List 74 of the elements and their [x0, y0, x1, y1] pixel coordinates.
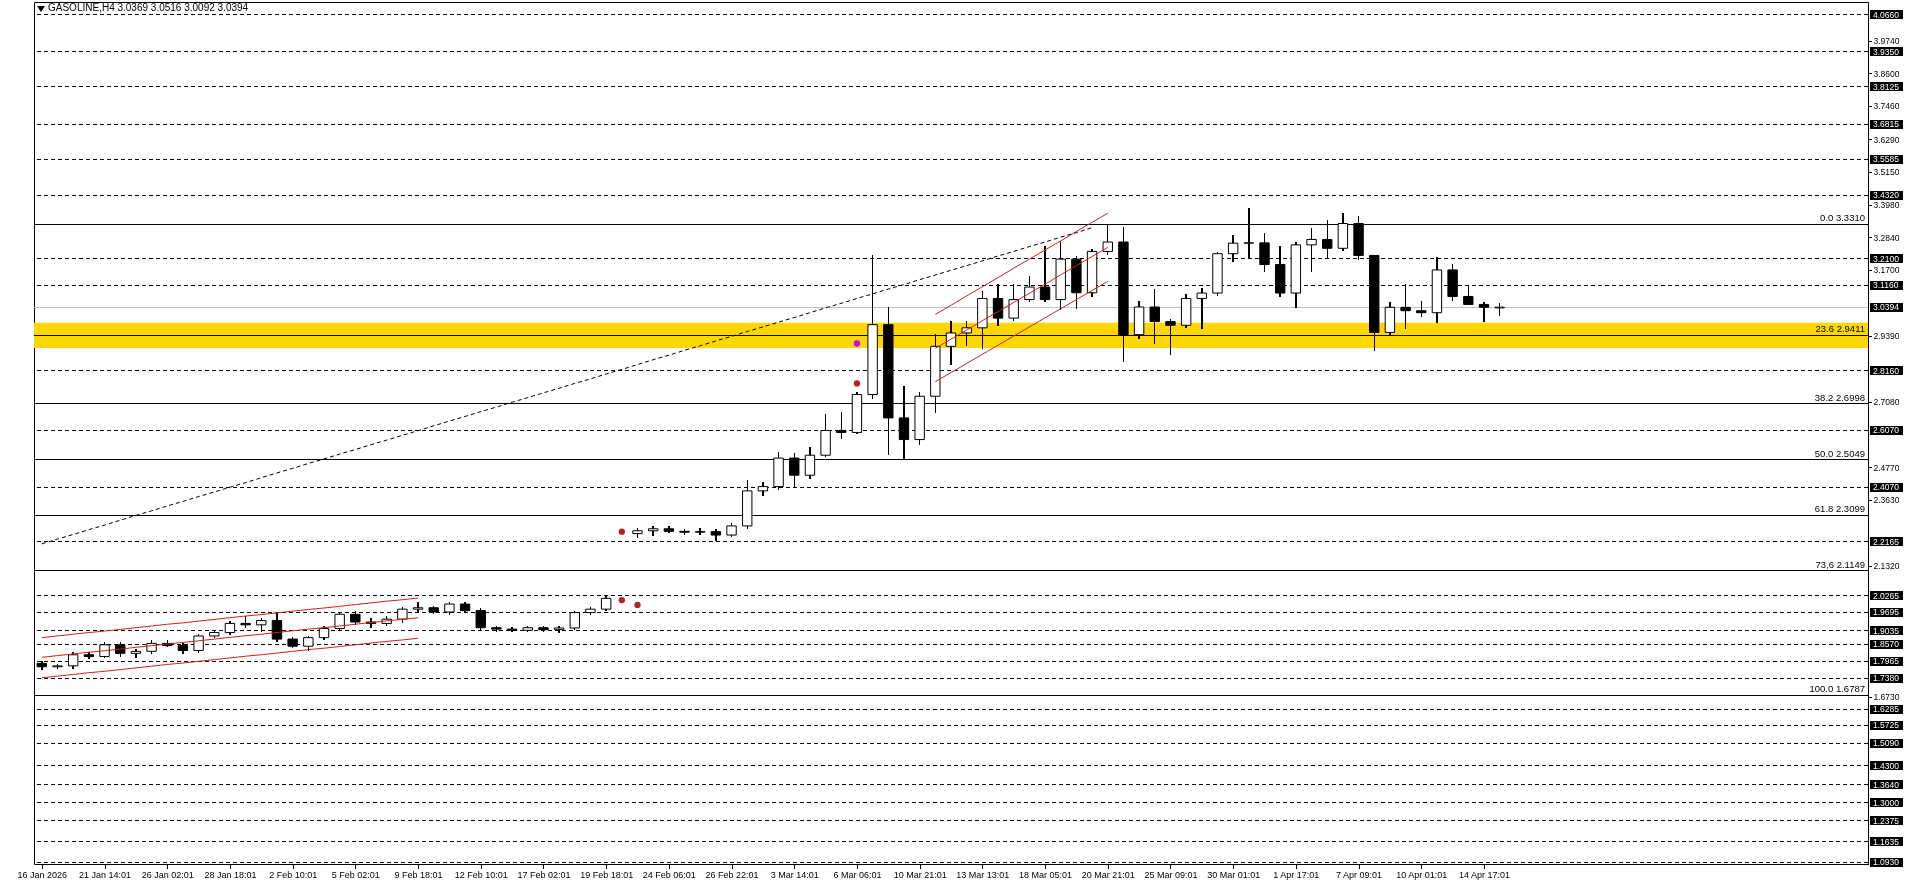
ref-line-label: 100.0 1.6787 — [1809, 683, 1865, 695]
ref-line-label: 2.2165 — [1873, 536, 1900, 547]
x-tick-label: 24 Feb 06:01 — [642, 869, 696, 880]
x-tick-label: 26 Jan 02:01 — [141, 869, 194, 880]
y-tick-label: 3.6290 — [1873, 134, 1900, 145]
x-tick-label: 3 Mar 14:01 — [770, 869, 819, 880]
ref-line-label: 1.7965 — [1873, 656, 1900, 667]
ref-line-label: 3.0394 — [1873, 302, 1900, 313]
x-tick-label: 17 Feb 02:01 — [517, 869, 571, 880]
ref-line-label: 2.8160 — [1873, 365, 1900, 376]
y-tick-label: 3.8600 — [1873, 68, 1900, 79]
ref-line-label: 38.2 2.6998 — [1814, 391, 1865, 403]
x-tick-label: 12 Feb 10:01 — [454, 869, 508, 880]
y-tick-label: 1.6730 — [1873, 692, 1900, 703]
x-tick-label: 1 Apr 17:01 — [1273, 869, 1320, 880]
ref-line-label: 2.6070 — [1873, 425, 1900, 436]
ref-line-label: 3.6815 — [1873, 119, 1900, 130]
x-tick-label: 18 Mar 05:01 — [1019, 869, 1073, 880]
y-tick-label: 3.1700 — [1873, 265, 1900, 276]
x-tick-label: 19 Feb 18:01 — [580, 869, 634, 880]
x-tick-label: 16 Jan 2026 — [17, 869, 68, 880]
x-tick-label: 10 Mar 21:01 — [893, 869, 947, 880]
y-tick-label: 3.3980 — [1873, 200, 1900, 211]
ref-line-label: 1.5725 — [1873, 720, 1900, 731]
y-tick-label: 3.5150 — [1873, 167, 1900, 178]
ref-line-label: 1.6285 — [1873, 704, 1900, 715]
y-tick-label: 2.9390 — [1873, 331, 1900, 342]
x-tick-label: 20 Mar 21:01 — [1081, 869, 1135, 880]
x-tick-label: 21 Jan 14:01 — [79, 869, 132, 880]
ref-line-label: 1.8570 — [1873, 639, 1900, 650]
chart-title: GASOLINE,H4 3.0369 3.0516 3.0092 3.0394 — [48, 2, 249, 13]
x-tick-label: 13 Mar 13:01 — [956, 869, 1010, 880]
x-tick-label: 26 Feb 22:01 — [705, 869, 759, 880]
ref-line-label: 1.2375 — [1873, 815, 1900, 826]
ref-line-label: 3.4320 — [1873, 190, 1900, 201]
y-tick-label: 2.7080 — [1873, 397, 1900, 408]
x-tick-label: 10 Apr 01:01 — [1396, 869, 1448, 880]
ref-line-label: 23.6 2.9411 — [1815, 323, 1865, 335]
x-tick-label: 2 Feb 10:01 — [269, 869, 318, 880]
y-tick-label: 2.1320 — [1873, 561, 1900, 572]
x-tick-label: 30 Mar 01:01 — [1207, 869, 1261, 880]
ref-line-label: 73,6 2.1149 — [1815, 558, 1865, 570]
ref-line-label: 1.7380 — [1873, 673, 1900, 684]
x-tick-label: 9 Feb 18:01 — [394, 869, 443, 880]
y-tick-label: 2.4770 — [1873, 462, 1900, 473]
ref-line-label: 1.4300 — [1873, 760, 1900, 771]
ref-line-label: 0.0 3.3310 — [1820, 212, 1865, 224]
y-tick-label: 3.9740 — [1873, 36, 1900, 47]
ref-line-label: 1.0930 — [1873, 857, 1900, 867]
ref-line-label: 1.5090 — [1873, 738, 1900, 749]
ref-line-label: 2.4070 — [1873, 482, 1900, 493]
x-tick-label: 7 Apr 09:01 — [1336, 869, 1383, 880]
y-tick-label: 3.7460 — [1873, 101, 1900, 112]
ref-line-label: 61.8 2.3099 — [1814, 503, 1865, 515]
x-tick-label: 25 Mar 09:01 — [1144, 869, 1198, 880]
ref-line-label: 4.0660 — [1873, 9, 1900, 20]
ref-line-label: 2.0265 — [1873, 590, 1900, 601]
ref-line-label: 1.3640 — [1873, 779, 1900, 790]
y-tick-label: 2.3630 — [1873, 495, 1900, 506]
ref-line-label: 3.2100 — [1873, 253, 1900, 264]
ref-line-label: 3.9350 — [1873, 46, 1900, 57]
y-tick-label: 3.2840 — [1873, 232, 1900, 243]
ref-line-label: 3.8125 — [1873, 81, 1900, 92]
ref-line-label: 1.3000 — [1873, 798, 1900, 808]
ref-line-label: 3.5585 — [1873, 154, 1900, 165]
ref-line-label: 3.1160 — [1873, 280, 1899, 291]
x-tick-label: 5 Feb 02:01 — [331, 869, 380, 880]
x-tick-label: 6 Mar 06:01 — [833, 869, 882, 880]
ref-line-label: 1.9695 — [1873, 607, 1900, 618]
ref-line-label: 1.9035 — [1873, 625, 1900, 636]
x-tick-label: 14 Apr 17:01 — [1458, 869, 1510, 880]
ref-line-label: 1.1635 — [1873, 836, 1900, 847]
x-tick-label: 28 Jan 18:01 — [204, 869, 257, 880]
ref-line-label: 50.0 2.5049 — [1814, 447, 1865, 459]
